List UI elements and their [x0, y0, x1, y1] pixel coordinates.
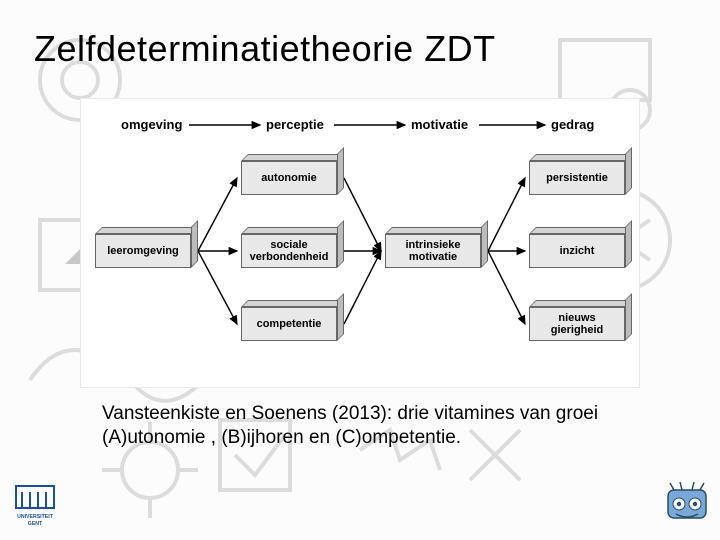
svg-text:GENT: GENT	[28, 521, 43, 527]
ugent-logo: UNIVERSITEIT GENT	[10, 480, 60, 530]
box-b-inzicht: inzicht	[529, 234, 625, 268]
header-h-omgeving: omgeving	[121, 117, 182, 132]
slide-title: Zelfdeterminatietheorie ZDT	[34, 28, 686, 70]
caption-line-1: Vansteenkiste en Soenens (2013): drie vi…	[102, 403, 598, 424]
slide: Zelfdeterminatietheorie ZDT omgeving perc…	[0, 0, 720, 540]
header-h-gedrag: gedrag	[551, 117, 594, 132]
box-b-persistentie: persistentie	[529, 161, 625, 195]
svg-text:UNIVERSITEIT: UNIVERSITEIT	[17, 514, 54, 520]
box-b-leeromgeving: leeromgeving	[95, 234, 191, 268]
box-b-autonomie: autonomie	[241, 161, 337, 195]
caption: Vansteenkiste en Soenens (2013): drie vi…	[102, 402, 656, 450]
header-h-motivatie: motivatie	[411, 117, 468, 132]
box-b-intrinsiek: intrinsiekemotivatie	[385, 234, 481, 268]
mascot-icon	[664, 480, 710, 522]
box-b-nieuws: nieuwsgierigheid	[529, 307, 625, 341]
box-b-sociale: socialeverbondenheid	[241, 234, 337, 268]
diagram: omgeving perceptie motivatie gedrag leeromge…	[80, 98, 640, 388]
header-h-perceptie: perceptie	[266, 117, 324, 132]
box-b-competentie: competentie	[241, 307, 337, 341]
caption-line-2: (A)utonomie , (B)ijhoren en (C)ompetenti…	[102, 427, 461, 448]
